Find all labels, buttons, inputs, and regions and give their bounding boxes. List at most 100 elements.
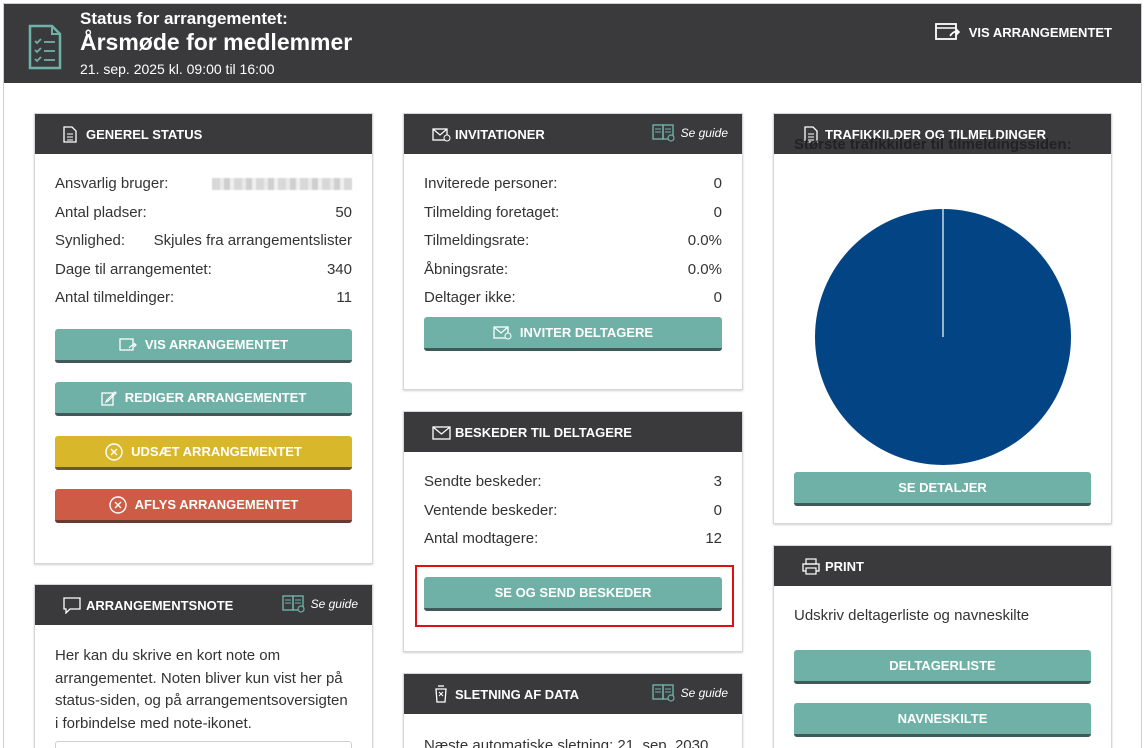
- row-value: 12: [705, 530, 722, 547]
- circle-x-icon: [105, 442, 123, 461]
- row-label: Sendte beskeder:: [424, 473, 542, 490]
- udsaet-arrangementet-button[interactable]: UDSÆT ARRANGEMENTET: [55, 436, 352, 470]
- card-title: BESKEDER TIL DELTAGERE: [455, 424, 632, 440]
- navneskilte-button[interactable]: NAVNESKILTE: [794, 703, 1091, 737]
- button-label: INVITER DELTAGERE: [519, 325, 654, 340]
- print-card: PRINT Udskriv deltagerliste og navneskil…: [773, 545, 1112, 748]
- card-title: TRAFIKKILDER OG TILMELDINGER: [825, 126, 1046, 142]
- card-title: SLETNING AF DATA: [455, 686, 579, 702]
- invitations-card: INVITATIONER Se guide Inviterede persone…: [403, 113, 743, 390]
- row-label: Tilmelding foretaget:: [424, 203, 560, 221]
- header-vis-label: VIS ARRANGEMENTET: [968, 24, 1112, 40]
- edit-icon: [101, 390, 117, 406]
- card-header: PRINT: [774, 546, 1111, 586]
- row-value: 0: [713, 501, 722, 519]
- row-value: 0: [713, 203, 722, 221]
- row-value: 0: [713, 289, 722, 306]
- row-pladser: Antal pladser: 50: [55, 203, 352, 232]
- button-label: DELTAGERLISTE: [889, 658, 996, 673]
- row-label: Dage til arrangementet:: [55, 260, 212, 278]
- card-header: BESKEDER TIL DELTAGERE: [404, 412, 742, 452]
- document-icon: [63, 126, 77, 143]
- button-label: UDSÆT ARRANGEMENTET: [131, 444, 302, 459]
- header-pretitle: Status for arrangementet:: [80, 9, 288, 28]
- printer-icon: [802, 558, 820, 575]
- guide-book-icon: [281, 595, 305, 613]
- se-og-send-beskeder-button[interactable]: SE OG SEND BESKEDER: [424, 577, 722, 611]
- row-value: 0: [713, 175, 722, 192]
- row-label: Deltager ikke:: [424, 289, 516, 306]
- general-rows: Ansvarlig bruger: Antal pladser: 50 Synl…: [35, 154, 372, 317]
- guide-book-icon: [651, 684, 675, 702]
- row-label: Synlighed:: [55, 232, 126, 249]
- row-modtagere: Antal modtagere: 12: [424, 529, 722, 558]
- card-header: SLETNING AF DATA Se guide: [404, 674, 742, 714]
- page-header: Status for arrangementet: Årsmøde for me…: [4, 4, 1141, 83]
- guide-book-icon: [651, 124, 675, 142]
- external-view-icon: [934, 23, 960, 40]
- row-label: Ventende beskeder:: [424, 501, 558, 519]
- guide-label: Se guide: [310, 597, 358, 611]
- row-value: Skjules fra arrangementslister: [153, 232, 352, 249]
- event-date: 21. sep. 2025 kl. 09:00 til 16:00: [80, 61, 275, 77]
- messages-card: BESKEDER TIL DELTAGERE Sendte beskeder: …: [403, 411, 743, 652]
- note-card: ARRANGEMENTSNOTE Se guide Her kan du skr…: [34, 584, 373, 748]
- vis-arrangementet-button[interactable]: VIS ARRANGEMENTET: [55, 329, 352, 363]
- row-value: 0.0%: [687, 260, 722, 278]
- row-label: Antal modtagere:: [424, 530, 539, 547]
- button-label: SE OG SEND BESKEDER: [494, 585, 652, 600]
- inviter-deltagere-button[interactable]: INVITER DELTAGERE: [424, 317, 722, 351]
- row-deltager-ikke: Deltager ikke: 0: [424, 288, 722, 317]
- se-detaljer-button[interactable]: SE DETALJER: [794, 472, 1091, 506]
- guide-label: Se guide: [680, 686, 728, 700]
- speech-bubble-icon: [63, 597, 81, 614]
- note-textarea[interactable]: [55, 741, 352, 748]
- row-tilmeldingsrate: Tilmeldingsrate: 0.0%: [424, 231, 722, 260]
- row-ventende: Ventende beskeder: 0: [424, 501, 722, 530]
- external-view-icon: [119, 337, 137, 351]
- deltagerliste-button[interactable]: DELTAGERLISTE: [794, 650, 1091, 684]
- note-guide-link[interactable]: Se guide: [281, 595, 358, 613]
- chart-title: Største trafikkilder til tilmeldingsside…: [794, 136, 1072, 153]
- deletion-text: Næste automatiske sletning: 21. sep. 203…: [424, 737, 709, 748]
- redacted-user-value: [212, 178, 352, 190]
- deletion-guide-link[interactable]: Se guide: [651, 684, 728, 702]
- row-tilmeldinger: Antal tilmeldinger: 11: [55, 288, 352, 317]
- card-title: INVITATIONER: [455, 126, 545, 142]
- traffic-card: TRAFIKKILDER OG TILMELDINGER Største tra…: [773, 113, 1112, 524]
- document-checklist-icon: [28, 24, 62, 70]
- row-sendte: Sendte beskeder: 3: [424, 472, 722, 501]
- page-title: Årsmøde for medlemmer: [80, 29, 353, 55]
- row-value: 340: [326, 260, 352, 278]
- button-label: NAVNESKILTE: [897, 711, 988, 726]
- row-label: Inviterede personer:: [424, 175, 558, 192]
- message-rows: Sendte beskeder: 3 Ventende beskeder: 0 …: [404, 452, 742, 558]
- card-header: INVITATIONER Se guide: [404, 114, 742, 154]
- card-header: GENEREL STATUS: [35, 114, 372, 154]
- button-label: REDIGER ARRANGEMENTET: [124, 390, 307, 405]
- invitations-guide-link[interactable]: Se guide: [651, 124, 728, 142]
- envelope-icon: [432, 128, 451, 142]
- traffic-pie-chart[interactable]: [813, 207, 1073, 467]
- aflys-arrangementet-button[interactable]: AFLYS ARRANGEMENTET: [55, 489, 352, 523]
- note-description: Her kan du skrive en kort note om arrang…: [55, 647, 348, 732]
- header-vis-button[interactable]: VIS ARRANGEMENTET: [934, 22, 1112, 42]
- rediger-arrangementet-button[interactable]: REDIGER ARRANGEMENTET: [55, 382, 352, 416]
- row-synlighed: Synlighed: Skjules fra arrangementsliste…: [55, 231, 352, 260]
- button-label: VIS ARRANGEMENTET: [144, 337, 289, 352]
- document-icon: [804, 126, 818, 143]
- row-value: 0.0%: [687, 232, 722, 249]
- deletion-card: SLETNING AF DATA Se guide Næste automati…: [403, 673, 743, 748]
- row-label: Antal pladser:: [55, 203, 147, 221]
- card-title: ARRANGEMENTSNOTE: [86, 597, 234, 613]
- row-label: Antal tilmeldinger:: [55, 289, 175, 306]
- row-tilmelding-foretaget: Tilmelding foretaget: 0: [424, 203, 722, 232]
- row-label: Tilmeldingsrate:: [424, 232, 530, 249]
- row-value: 11: [336, 289, 352, 306]
- circle-x-icon: [108, 495, 127, 514]
- row-label: Åbningsrate:: [424, 260, 509, 278]
- button-label: SE DETALJER: [898, 480, 987, 495]
- guide-label: Se guide: [680, 126, 728, 140]
- trash-icon: [435, 685, 447, 703]
- row-ansvarlig: Ansvarlig bruger:: [55, 174, 352, 203]
